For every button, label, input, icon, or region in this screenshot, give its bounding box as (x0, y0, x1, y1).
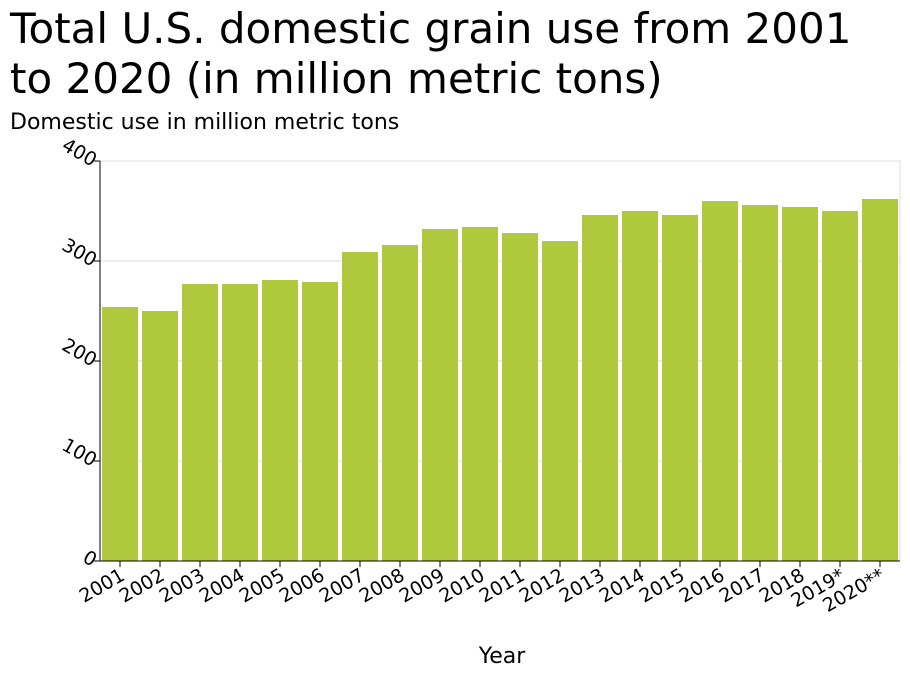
bar-2017 (742, 205, 778, 561)
bar-2010 (462, 227, 498, 561)
bar-2020 (862, 199, 898, 561)
bar-2018 (782, 207, 818, 561)
bar-2005 (262, 280, 298, 561)
bar-2006 (302, 282, 338, 561)
x-tick-labels: 2001200220032004200520062007200820092010… (76, 564, 889, 617)
bar-2001 (102, 307, 138, 561)
bar-2019 (822, 211, 858, 561)
bar-2004 (222, 284, 258, 561)
bars (102, 199, 898, 561)
axes (94, 160, 900, 567)
gridlines (99, 160, 901, 562)
bar-2012 (542, 241, 578, 561)
bar-2016 (702, 201, 738, 561)
y-axis-title: Domestic use in million metric tons (10, 110, 400, 135)
bar-2007 (342, 252, 378, 561)
y-tick-labels: 0 100 200 300 400 (58, 134, 100, 571)
y-tick-label: 0 (79, 546, 100, 571)
chart-title: Total U.S. domestic grain use from 2001 … (10, 4, 852, 103)
y-tick-label: 100 (58, 434, 100, 471)
y-tick-label: 300 (58, 234, 100, 271)
bar-2008 (382, 245, 418, 561)
bar-2011 (502, 233, 538, 561)
bar-2014 (622, 211, 658, 561)
y-tick-label: 400 (58, 134, 100, 171)
bar-2003 (182, 284, 218, 561)
x-axis-title: Year (478, 644, 527, 669)
bar-2002 (142, 311, 178, 561)
y-tick-label: 200 (58, 334, 100, 371)
bar-2015 (662, 215, 698, 561)
bar-2013 (582, 215, 618, 561)
bar-2009 (422, 229, 458, 561)
